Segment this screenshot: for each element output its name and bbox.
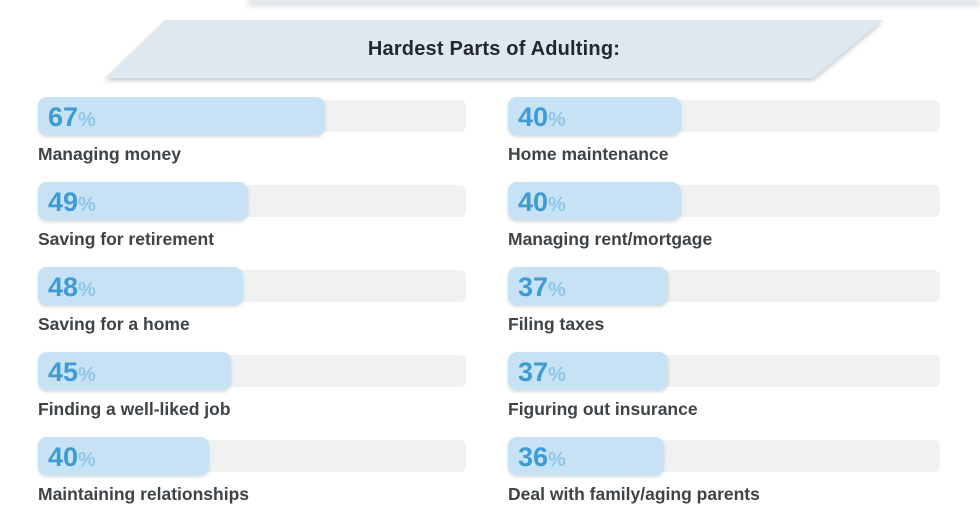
bar-label: Saving for a home — [38, 314, 190, 334]
bar-value-number: 40 — [518, 187, 549, 217]
bar-label: Saving for retirement — [38, 229, 215, 249]
bar-label: Finding a well-liked job — [38, 399, 231, 419]
bar: 48% — [38, 267, 466, 305]
bar-value: 37% — [518, 352, 566, 390]
bar-value-number: 37 — [518, 357, 549, 387]
percent-sign: % — [78, 109, 96, 131]
bar: 49% — [38, 182, 466, 220]
bar-value: 37% — [518, 267, 566, 305]
bar-value-number: 40 — [518, 102, 549, 132]
percent-sign: % — [78, 194, 96, 216]
bar-fill — [508, 437, 664, 475]
bar-value-number: 49 — [48, 187, 79, 217]
bar: 45% — [38, 352, 466, 390]
bar-value-number: 37 — [518, 272, 549, 302]
percent-sign: % — [548, 449, 566, 471]
bar-value: 40% — [518, 97, 566, 135]
bar-row: 40% Home maintenance — [508, 97, 940, 182]
bar-value: 36% — [518, 437, 566, 475]
bar-value-number: 45 — [48, 357, 79, 387]
percent-sign: % — [78, 279, 96, 301]
bar-value: 67% — [48, 97, 96, 135]
bar-label: Maintaining relationships — [38, 484, 249, 504]
bar-fill — [38, 437, 210, 475]
bar: 40% — [508, 182, 940, 220]
bar-label: Deal with family/aging parents — [508, 484, 760, 504]
bar-row: 40% Maintaining relationships — [38, 437, 466, 522]
bar-value-number: 36 — [518, 442, 549, 472]
bar-label: Figuring out insurance — [508, 399, 698, 419]
bar-fill — [508, 97, 681, 135]
bar-label: Managing money — [38, 144, 181, 164]
bar-value: 49% — [48, 182, 96, 220]
percent-sign: % — [78, 364, 96, 386]
bar-row: 40% Managing rent/mortgage — [508, 182, 940, 267]
bar-fill — [508, 352, 668, 390]
percent-sign: % — [548, 109, 566, 131]
bar-value: 40% — [518, 182, 566, 220]
bar-value-number: 40 — [48, 442, 79, 472]
bar-row: 45% Finding a well-liked job — [38, 352, 466, 437]
bar-column-right: 40% Home maintenance 40% Managing rent/m… — [508, 97, 940, 522]
bar-label: Home maintenance — [508, 144, 669, 164]
percent-sign: % — [78, 449, 96, 471]
bar-row: 37% Figuring out insurance — [508, 352, 940, 437]
bar-value-number: 48 — [48, 272, 79, 302]
bar-fill — [508, 267, 668, 305]
percent-sign: % — [548, 364, 566, 386]
bar-label: Managing rent/mortgage — [508, 229, 713, 249]
percent-sign: % — [548, 279, 566, 301]
bar-fill — [38, 97, 325, 135]
bar-value: 40% — [48, 437, 96, 475]
top-edge-smudge — [248, 0, 980, 6]
bar-row: 48% Saving for a home — [38, 267, 466, 352]
bar-row: 37% Filing taxes — [508, 267, 940, 352]
bar-fill — [38, 182, 248, 220]
bar: 40% — [508, 97, 940, 135]
bar: 40% — [38, 437, 466, 475]
chart-title: Hardest Parts of Adulting: — [367, 37, 621, 60]
bar-fill — [508, 182, 681, 220]
bar-value: 45% — [48, 352, 96, 390]
bar-value-number: 67 — [48, 102, 79, 132]
bar: 37% — [508, 352, 940, 390]
bar: 37% — [508, 267, 940, 305]
percent-sign: % — [548, 194, 566, 216]
bar-row: 36% Deal with family/aging parents — [508, 437, 940, 522]
bar-fill — [38, 267, 244, 305]
bar-row: 49% Saving for retirement — [38, 182, 466, 267]
bar-label: Filing taxes — [508, 314, 605, 334]
bar-fill — [38, 352, 231, 390]
title-banner-shape: Hardest Parts of Adulting: — [105, 20, 883, 78]
bar: 36% — [508, 437, 940, 475]
title-banner: Hardest Parts of Adulting: — [105, 20, 883, 78]
bar-column-left: 67% Managing money 49% Saving for retire… — [38, 97, 466, 522]
bar-value: 48% — [48, 267, 96, 305]
bar-row: 67% Managing money — [38, 97, 466, 182]
bar: 67% — [38, 97, 466, 135]
